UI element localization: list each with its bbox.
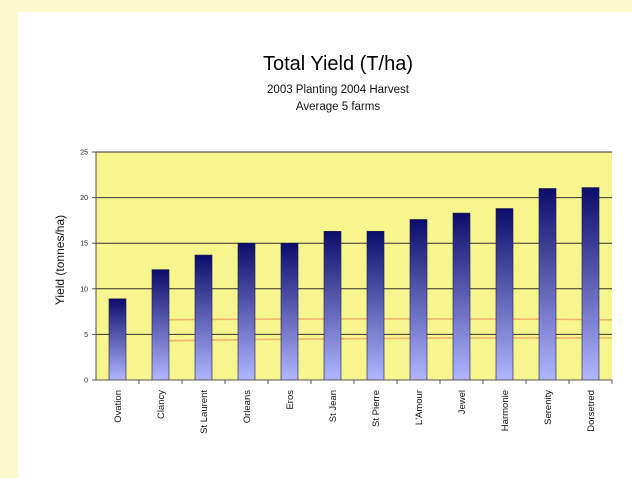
y-tick-label: 20 xyxy=(80,195,88,202)
bar-serenity xyxy=(538,188,557,381)
bar-clancy xyxy=(151,269,170,381)
x-tick-label: Harmonie xyxy=(500,390,511,431)
y-tick-label: 0 xyxy=(84,378,88,385)
x-tick-label: Orleans xyxy=(242,390,253,424)
x-tick-label: Dorsetred xyxy=(586,390,597,432)
bar-eros xyxy=(280,242,299,381)
y-tick-label: 15 xyxy=(80,241,88,248)
x-tick-label: Jewel xyxy=(457,390,468,414)
x-tick-label: St Pierre xyxy=(371,390,382,427)
chart-subtitle-line-1: 2003 Planting 2004 Harvest xyxy=(267,84,410,96)
x-tick-label: Ovation xyxy=(113,390,124,423)
x-tick-label: St Laurent xyxy=(199,390,210,434)
x-tick-label: Clancy xyxy=(156,390,167,419)
bar-harmonie xyxy=(495,208,514,381)
bar-dorsetred xyxy=(581,187,600,381)
bar-st-pierre xyxy=(366,231,385,381)
plot-area xyxy=(96,152,612,380)
bars xyxy=(108,187,600,381)
x-tick-label: L'Amour xyxy=(414,390,425,425)
bar-st-jean xyxy=(323,231,342,381)
chart-title: Total Yield (T/ha) xyxy=(263,53,413,75)
y-tick-label: 25 xyxy=(80,150,88,157)
bar-l-amour xyxy=(409,219,428,381)
bar-jewel xyxy=(452,212,471,381)
bar-ovation xyxy=(108,298,127,381)
bar-st-laurent xyxy=(194,254,213,381)
x-tick-label: St Jean xyxy=(328,390,339,422)
y-axis-label: Yield (tonnes/ha) xyxy=(53,215,67,305)
x-tick-label: Serenity xyxy=(543,390,554,425)
y-tick-label: 10 xyxy=(80,286,88,293)
chart-subtitle-line-2: Average 5 farms xyxy=(296,101,380,113)
gridlines xyxy=(96,151,612,335)
bar-orleans xyxy=(237,242,256,381)
y-tick-labels: 0 5 10 15 20 25 xyxy=(80,150,96,385)
y-tick-label: 5 xyxy=(84,332,88,339)
x-tick-label: Eros xyxy=(285,390,296,410)
x-tick-labels: Ovation Clancy St Laurent Orleans Eros St Jea… xyxy=(113,380,613,434)
